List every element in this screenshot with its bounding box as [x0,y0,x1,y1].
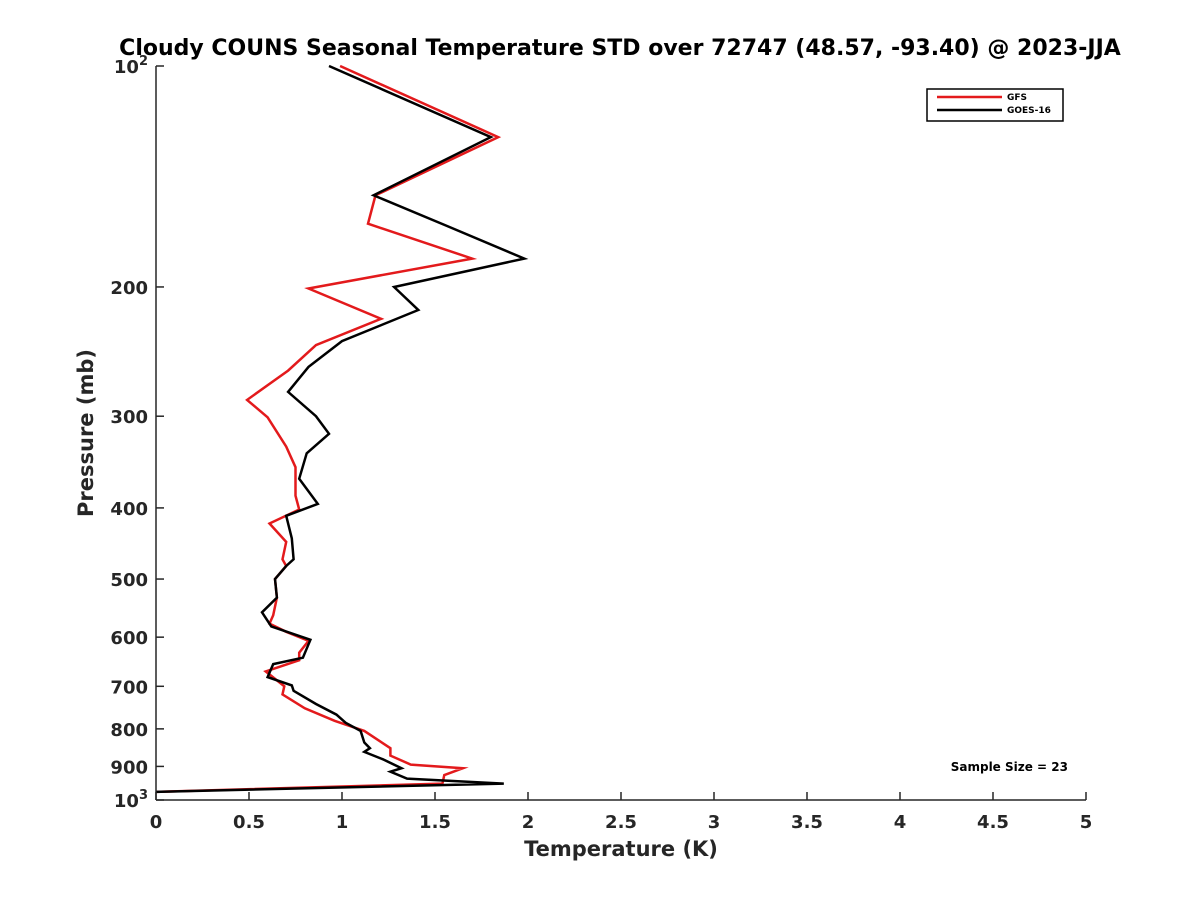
x-tick-label: 0 [150,812,163,833]
y-tick-label: 500 [110,570,148,591]
series-layer [155,64,529,794]
x-tick-label: 3 [708,812,721,833]
y-tick-label: 700 [110,677,148,698]
y-tick-label: 800 [110,720,148,741]
y-tick-label: 400 [110,499,148,520]
ticks-layer: 0 0.5 1 1.5 2 2.5 3 3.5 4 4.5 5 102 200 300 400 500 600 7… [110,54,1092,833]
x-tick-label: 1.5 [419,812,451,833]
series-line-goes-16 [155,64,529,794]
legend-label: GFS [1007,93,1027,103]
y-tick-label: 900 [110,757,148,778]
x-tick-label: 5 [1080,812,1093,833]
y-tick-label: 200 [110,278,148,299]
x-tick-label: 2.5 [605,812,637,833]
legend-box [926,88,1064,122]
y-tick-label: 102 [114,54,148,78]
x-tick-label: 0.5 [233,812,265,833]
y-tick-label: 300 [110,407,148,428]
x-tick-label: 2 [522,812,535,833]
x-axis-label: Temperature (K) [524,837,718,861]
x-tick-label: 4.5 [977,812,1009,833]
x-tick-label: 3.5 [791,812,823,833]
y-tick-label: 103 [114,788,148,812]
x-tick-label: 4 [894,812,907,833]
sample-size-annotation: Sample Size = 23 [951,760,1068,774]
legend-layer: GFS GOES-16 [937,93,1051,116]
chart-title: Cloudy COUNS Seasonal Temperature STD ov… [119,36,1121,61]
y-axis-label: Pressure (mb) [74,349,98,517]
x-tick-label: 1 [336,812,349,833]
legend-label: GOES-16 [1007,106,1051,116]
y-tick-label: 600 [110,628,148,649]
